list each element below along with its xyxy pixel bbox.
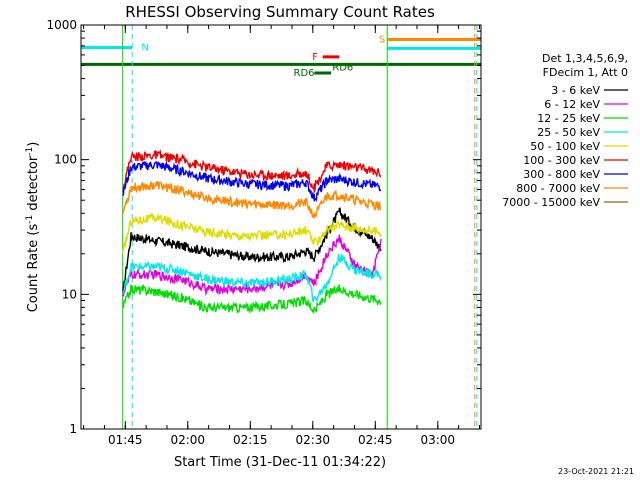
series-line xyxy=(122,211,382,254)
series-line xyxy=(122,160,382,202)
legend-header-1: Det 1,3,4,5,6,9, xyxy=(542,52,628,65)
y-axis-label-sup2: -1 xyxy=(25,147,35,156)
legend: Det 1,3,4,5,6,9, FDecim 1, Att 0 3 - 6 k… xyxy=(502,52,628,209)
legend-header-2: FDecim 1, Att 0 xyxy=(543,66,628,79)
x-axis: 01:45 02:00 02:15 02:30 02:45 03:00 xyxy=(83,25,480,447)
x-tick-label: 02:15 xyxy=(233,433,268,447)
legend-entry-label: 7000 - 15000 keV xyxy=(502,196,600,209)
x-tick-label: 02:00 xyxy=(170,433,205,447)
state-bar-label: RD6 xyxy=(294,68,315,79)
x-tick-label: 03:00 xyxy=(420,433,455,447)
legend-entry-label: 300 - 800 keV xyxy=(523,168,600,181)
legend-entry-label: 50 - 100 keV xyxy=(530,140,600,153)
series-line xyxy=(122,207,382,295)
chart-title: RHESSI Observing Summary Count Rates xyxy=(125,3,435,21)
series-line xyxy=(122,149,382,193)
state-bar-label: RD6 xyxy=(332,62,353,73)
legend-entry-label: 12 - 25 keV xyxy=(537,112,600,125)
series-lines xyxy=(122,149,382,315)
state-bar-label: S xyxy=(379,35,385,46)
x-tick-label: 02:30 xyxy=(295,433,330,447)
y-tick-label: 10 xyxy=(62,287,77,301)
state-bars: N S F RD6 RD6 xyxy=(81,35,481,79)
timestamp: 23-Oct-2021 21:21 xyxy=(558,467,634,476)
state-bar-label: F xyxy=(312,52,318,63)
vertical-markers xyxy=(80,25,478,429)
y-tick-label: 1 xyxy=(69,422,77,436)
y-axis-label-end: ) xyxy=(26,142,41,147)
y-axis-label-mid: detector xyxy=(26,155,41,215)
y-axis: 1 10 100 1000 xyxy=(46,18,481,436)
legend-entry-label: 100 - 300 keV xyxy=(523,154,600,167)
x-axis-label: Start Time (31-Dec-11 01:34:22) xyxy=(174,455,386,470)
state-bar-label: N xyxy=(141,43,148,54)
series-line xyxy=(122,283,382,315)
legend-entry-label: 3 - 6 keV xyxy=(551,84,600,97)
series-line xyxy=(122,234,382,297)
plot-frame xyxy=(80,24,482,430)
legend-entry-label: 25 - 50 keV xyxy=(537,126,600,139)
y-axis-label-main: Count Rate (s xyxy=(26,224,41,313)
y-tick-label: 1000 xyxy=(46,18,77,32)
series-line xyxy=(122,253,382,303)
series-line xyxy=(122,180,382,219)
y-axis-label-sup1: -1 xyxy=(25,215,35,224)
y-tick-label: 100 xyxy=(54,153,77,167)
x-tick-label: 02:45 xyxy=(358,433,393,447)
legend-entry-label: 6 - 12 keV xyxy=(544,98,600,111)
y-axis-label: Count Rate (s-1 detector-1) xyxy=(25,142,41,313)
x-tick-label: 01:45 xyxy=(108,433,143,447)
legend-entry-label: 800 - 7000 keV xyxy=(516,182,600,195)
